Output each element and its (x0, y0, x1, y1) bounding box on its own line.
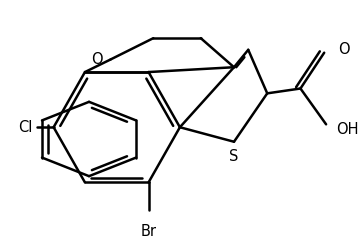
Text: S: S (229, 149, 239, 165)
Text: Br: Br (140, 224, 156, 239)
Text: O: O (338, 42, 350, 57)
Text: Cl: Cl (18, 120, 33, 135)
Text: OH: OH (337, 122, 359, 137)
Text: O: O (91, 52, 102, 67)
